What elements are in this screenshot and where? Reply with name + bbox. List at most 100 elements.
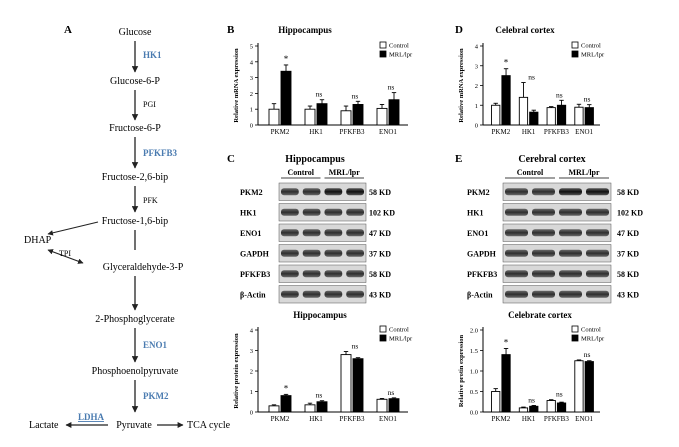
x-tick-label: HK1	[309, 128, 323, 136]
significance-label: *	[504, 337, 509, 347]
blot-band	[505, 229, 528, 237]
blot-band	[346, 188, 364, 196]
blot-band	[302, 270, 321, 278]
legend-swatch	[571, 41, 579, 49]
y-tick-label: 3	[250, 75, 253, 82]
significance-label: ns	[316, 90, 323, 99]
x-tick-label: ENO1	[575, 415, 593, 423]
chart-d-cortex-mrna: D Celebral cortex 0 1 2 3 4 Relative mRNA expre…	[455, 24, 605, 136]
bar-hk1-mrl-lpr	[529, 405, 539, 413]
significance-label: ns	[316, 391, 323, 400]
x-tick-label: PKM2	[271, 128, 290, 136]
blot-band	[559, 208, 582, 216]
significance-label: ns	[352, 342, 359, 351]
y-tick-label: 2	[475, 83, 478, 90]
blot-band	[302, 290, 321, 298]
blot-band	[505, 290, 528, 298]
panel-letter: C	[227, 153, 235, 165]
blot-kd-label: 37 KD	[617, 249, 639, 258]
y-tick-label: 3	[250, 348, 253, 355]
blot-band	[532, 208, 555, 216]
blot-group-label: MRL/lpr	[329, 168, 361, 177]
legend-swatch	[379, 334, 387, 342]
x-tick-label: ENO1	[575, 128, 593, 136]
y-tick-label: 1	[475, 103, 478, 110]
blot-row-label: PKM2	[467, 188, 490, 197]
bar-eno1-control	[376, 398, 388, 413]
significance-label: ns	[556, 390, 563, 399]
blot-band	[302, 208, 321, 216]
pathway-diagram: A Glucose HK1 Glucose-6-P PGI Fructose-6…	[24, 24, 231, 431]
y-tick-label: 1	[250, 389, 253, 396]
blot-kd-label: 47 KD	[617, 229, 639, 238]
blot-band	[532, 290, 555, 298]
blot-kd-label: 47 KD	[369, 229, 391, 238]
node-glucose-6-p: Glucose-6-P	[110, 76, 160, 87]
blot-band	[532, 229, 555, 237]
bar-hk1-control	[304, 108, 316, 126]
y-tick-label: 2.0	[470, 328, 478, 335]
chart-title: Hippocampus	[278, 25, 332, 35]
x-tick-label: PFKFB3	[544, 415, 569, 423]
node-fructose-1-6-bip: Fructose-1,6-bip	[102, 216, 168, 227]
blot-band	[281, 188, 299, 196]
bar-eno1-mrl-lpr	[388, 99, 400, 126]
legend-swatch	[571, 334, 579, 342]
legend-swatch	[571, 50, 579, 58]
blot-row-label: PFKFB3	[240, 270, 270, 279]
node-dhap: DHAP	[24, 235, 52, 246]
legend-swatch	[379, 50, 387, 58]
y-axis-label: Relative protein expression	[233, 333, 240, 409]
panel-letter-a: A	[64, 24, 72, 36]
blot-band	[346, 249, 364, 257]
node-glyceraldehyde-3-p: Glyceraldehyde-3-P	[103, 262, 184, 273]
enzyme-eno1: ENO1	[143, 340, 168, 350]
y-tick-label: 0	[475, 123, 478, 130]
bar-eno1-mrl-lpr	[584, 107, 594, 126]
bar-pfkfb3-mrl-lpr	[556, 104, 567, 126]
blot-title: Cerebral cortex	[518, 154, 585, 165]
blot-band	[346, 270, 364, 278]
x-tick-label: HK1	[522, 128, 536, 136]
bar-hk1-mrl-lpr	[316, 103, 328, 126]
y-tick-label: 4	[250, 59, 254, 66]
blot-kd-label: 43 KD	[617, 290, 639, 299]
blot-band	[559, 249, 582, 257]
blot-band	[324, 270, 343, 278]
bar-pkm2-control	[268, 108, 280, 126]
x-tick-label: PFKFB3	[340, 128, 365, 136]
blot-strip	[278, 285, 367, 304]
enzyme-tpi: TPI	[59, 249, 71, 258]
bar-pkm2-control	[491, 391, 501, 413]
significance-label: ns	[528, 395, 535, 404]
y-axis-label: Relative protin expression	[458, 334, 465, 407]
chart-title: Hippocampus	[293, 310, 347, 320]
blot-kd-label: 37 KD	[369, 249, 391, 258]
bar-hk1-mrl-lpr	[316, 401, 328, 413]
y-tick-label: 5	[250, 44, 253, 51]
y-tick-label: 0	[250, 410, 253, 417]
x-tick-label: ENO1	[379, 128, 397, 136]
bar-pkm2-control	[268, 405, 280, 413]
significance-label: ns	[584, 94, 591, 103]
legend-label: MRL/lpr	[581, 336, 605, 343]
blot-strip	[502, 223, 612, 242]
bar-eno1-control	[376, 107, 388, 126]
legend-label: Control	[389, 43, 409, 50]
y-tick-label: 2	[250, 91, 253, 98]
blot-band	[281, 270, 299, 278]
arrow-to-dhap	[47, 221, 99, 236]
blot-kd-label: 58 KD	[369, 188, 391, 197]
legend-label: MRL/lpr	[389, 336, 413, 343]
legend-label: Control	[581, 327, 601, 334]
blot-band	[281, 249, 299, 257]
blot-row-label: ENO1	[467, 229, 488, 238]
enzyme-pfk: PFK	[143, 196, 158, 205]
legend-label: Control	[389, 327, 409, 334]
legend-swatch	[571, 325, 579, 333]
legend-label: Control	[581, 43, 601, 50]
x-tick-label: PFKFB3	[544, 128, 569, 136]
blot-kd-label: 102 KD	[369, 208, 395, 217]
blot-band	[302, 249, 321, 257]
